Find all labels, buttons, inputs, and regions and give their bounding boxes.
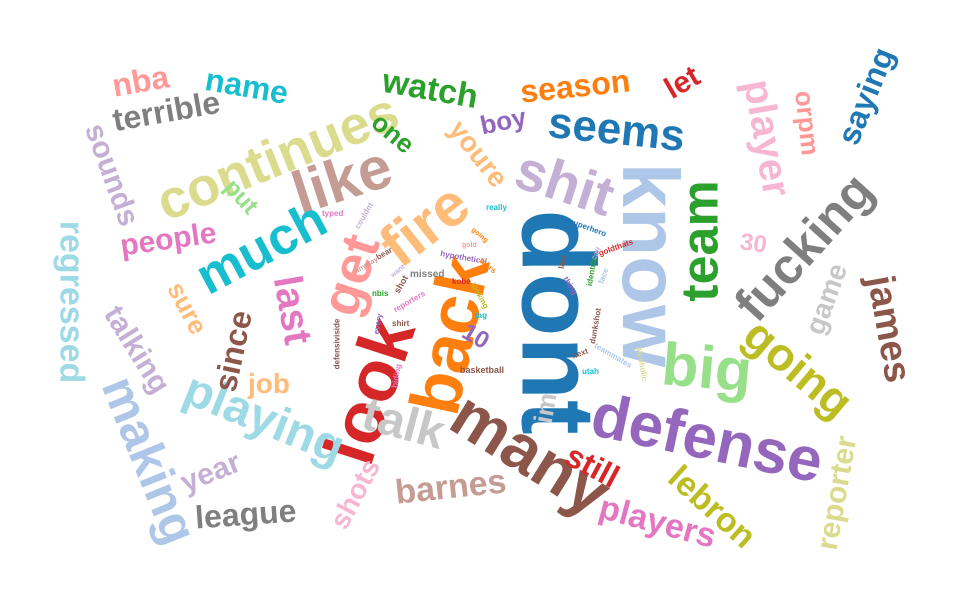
- word-small: tag: [475, 311, 487, 320]
- word-small: really: [486, 203, 507, 212]
- word-barnes: barnes: [393, 462, 509, 512]
- word-league: league: [193, 492, 298, 536]
- word-james: james: [858, 272, 919, 386]
- word-small: kobe: [452, 277, 471, 286]
- word-boy: boy: [477, 101, 529, 141]
- word-sounds: sounds: [78, 119, 146, 231]
- word-regressed: regressed: [52, 220, 91, 384]
- word-small: defensiviside: [332, 318, 342, 370]
- word-job: job: [248, 368, 290, 399]
- word-small: shirt: [392, 319, 410, 328]
- word-small: missed: [410, 269, 445, 280]
- word-small: gold: [462, 242, 477, 249]
- word-let: let: [658, 59, 706, 106]
- word-small: nbis: [372, 289, 389, 298]
- word-small: basketball: [460, 365, 505, 375]
- word-team: team: [671, 180, 730, 302]
- word-small: typed: [322, 209, 344, 218]
- word-last: last: [264, 272, 321, 348]
- word-saying: saying: [830, 42, 902, 150]
- word-small: utah: [582, 367, 599, 376]
- word-year: year: [175, 445, 246, 500]
- word-orpm: orpm: [789, 89, 826, 157]
- word-season: season: [518, 62, 632, 110]
- word-player: player: [735, 76, 799, 200]
- word-im: im: [527, 390, 563, 426]
- word-30: 30: [738, 228, 769, 259]
